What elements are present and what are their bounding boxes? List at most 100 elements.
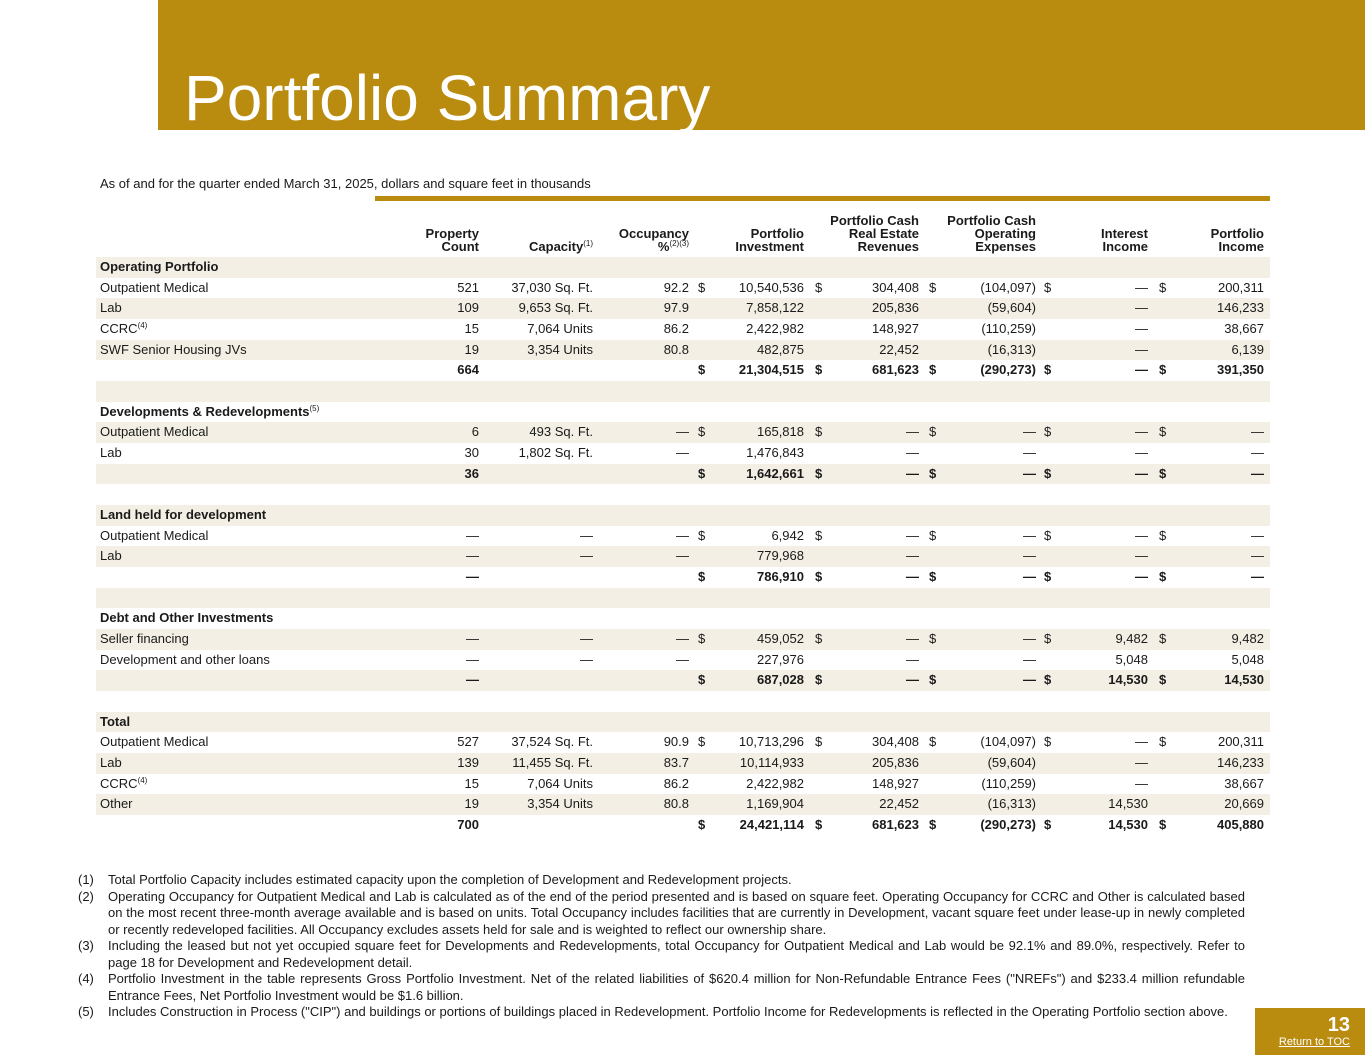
cell-value: 7,064 Units <box>527 321 593 336</box>
cell-value: — <box>1135 465 1148 481</box>
row-shade <box>96 670 1270 692</box>
footnote-text: Includes Construction in Process ("CIP")… <box>108 1004 1228 1019</box>
cell-value: — <box>466 672 479 688</box>
cell-value: — <box>676 548 689 564</box>
row-shade <box>96 339 1270 361</box>
cell-value: 482,875 <box>757 341 804 357</box>
row-shade <box>96 753 1270 774</box>
cell-value: — <box>676 651 689 667</box>
cell-value: 148,927 <box>872 775 919 791</box>
cell-value: 14,530 <box>1108 817 1148 833</box>
note-ref: (4) <box>137 775 148 785</box>
cell-value: 3,354 Units <box>527 341 593 357</box>
row-shade <box>96 711 1270 733</box>
cell-value: 493 Sq. Ft. <box>529 424 593 440</box>
row-label: Outpatient Medical <box>100 527 209 543</box>
cell-value: — <box>580 651 593 667</box>
cell-value: — <box>580 548 593 564</box>
cell-value: — <box>1023 569 1036 585</box>
cell-value: 36 <box>464 465 479 481</box>
currency-sign: $ <box>1044 817 1052 833</box>
cell-value: — <box>1251 569 1264 585</box>
footnote-number: (2) <box>78 888 94 904</box>
currency-sign: $ <box>815 817 823 833</box>
page-title: Portfolio Summary <box>184 62 711 134</box>
subtitle: As of and for the quarter ended March 31… <box>100 176 591 191</box>
note-ref: (1) <box>583 239 593 248</box>
currency-sign: $ <box>698 569 706 585</box>
cell-value: 9,482 <box>1231 631 1264 647</box>
row-label: Development and other loans <box>100 651 270 667</box>
cell-value: — <box>1135 775 1148 791</box>
cell-value: 109 <box>457 300 479 316</box>
row-label: Other <box>100 796 133 812</box>
currency-sign: $ <box>1159 569 1167 585</box>
cell-value: — <box>1023 631 1036 647</box>
cell-value: — <box>1251 548 1264 564</box>
toc-link[interactable]: Return to TOC <box>1278 1036 1350 1048</box>
cell-value: 10,540,536 <box>738 279 804 295</box>
cell-value: 38,667 <box>1224 321 1264 336</box>
text: Capacity <box>529 239 584 254</box>
currency-sign: $ <box>1044 465 1052 481</box>
currency-sign: $ <box>698 362 706 378</box>
row-label: Lab <box>100 300 122 316</box>
cell-value: — <box>676 424 689 440</box>
cell-value: — <box>466 569 479 585</box>
cell-value: 14,530 <box>1224 672 1264 688</box>
currency-sign: $ <box>815 424 823 440</box>
footnote-number: (5) <box>78 1004 94 1019</box>
currency-sign: $ <box>698 672 706 688</box>
cell-value: — <box>1251 465 1264 481</box>
footnote-number: (4) <box>78 971 94 986</box>
section-label: Developments & Redevelopments(5) <box>100 402 319 422</box>
column-header: Occupancy %(2)(3) <box>619 227 689 253</box>
cell-value: — <box>1023 672 1036 688</box>
cell-value: 92.2 <box>663 279 689 295</box>
footnote-number: (1) <box>78 872 94 887</box>
footnote-text: Total Portfolio Capacity includes estima… <box>108 872 792 887</box>
cell-value: 80.8 <box>663 796 689 812</box>
cell-value: 664 <box>457 362 479 378</box>
cell-value: 5,048 <box>1115 651 1148 667</box>
cell-value: (104,097) <box>980 734 1036 750</box>
row-label: Lab <box>100 755 122 771</box>
cell-value: 527 <box>457 734 479 750</box>
cell-value: 10,713,296 <box>738 734 804 750</box>
cell-value: 3,354 Units <box>527 796 593 812</box>
cell-value: — <box>906 548 919 564</box>
cell-value: — <box>676 631 689 647</box>
cell-value: — <box>1135 445 1148 461</box>
cell-value: 19 <box>464 341 479 357</box>
row-label: CCRC(4) <box>100 774 147 794</box>
cell-value: — <box>466 548 479 564</box>
cell-value: 11,455 Sq. Ft. <box>512 755 593 771</box>
cell-value: — <box>1135 548 1148 564</box>
cell-value: 14,530 <box>1108 672 1148 688</box>
cell-value: 165,818 <box>757 424 804 440</box>
currency-sign: $ <box>1044 527 1052 543</box>
cell-value: 37,524 Sq. Ft. <box>511 734 593 750</box>
cell-value: 15 <box>464 321 479 336</box>
cell-value: 90.9 <box>663 734 689 750</box>
cell-value: — <box>906 651 919 667</box>
currency-sign: $ <box>929 527 937 543</box>
cell-value: 22,452 <box>879 341 919 357</box>
section-label: Land held for development <box>100 507 267 523</box>
row-label: Outpatient Medical <box>100 424 209 440</box>
cell-value: 6 <box>471 424 479 440</box>
cell-value: — <box>466 651 479 667</box>
cell-value: 86.2 <box>663 775 689 791</box>
currency-sign: $ <box>1159 631 1167 647</box>
cell-value: 681,623 <box>872 817 919 833</box>
cell-value: 1,169,904 <box>746 796 804 812</box>
cell-value: (104,097) <box>980 279 1036 295</box>
currency-sign: $ <box>698 279 706 295</box>
currency-sign: $ <box>1159 527 1167 543</box>
cell-value: 20,669 <box>1224 796 1264 812</box>
cell-value: 459,052 <box>757 631 804 647</box>
currency-sign: $ <box>929 734 937 750</box>
cell-value: (110,259) <box>981 775 1036 791</box>
column-header: Portfolio Income <box>1210 226 1264 254</box>
